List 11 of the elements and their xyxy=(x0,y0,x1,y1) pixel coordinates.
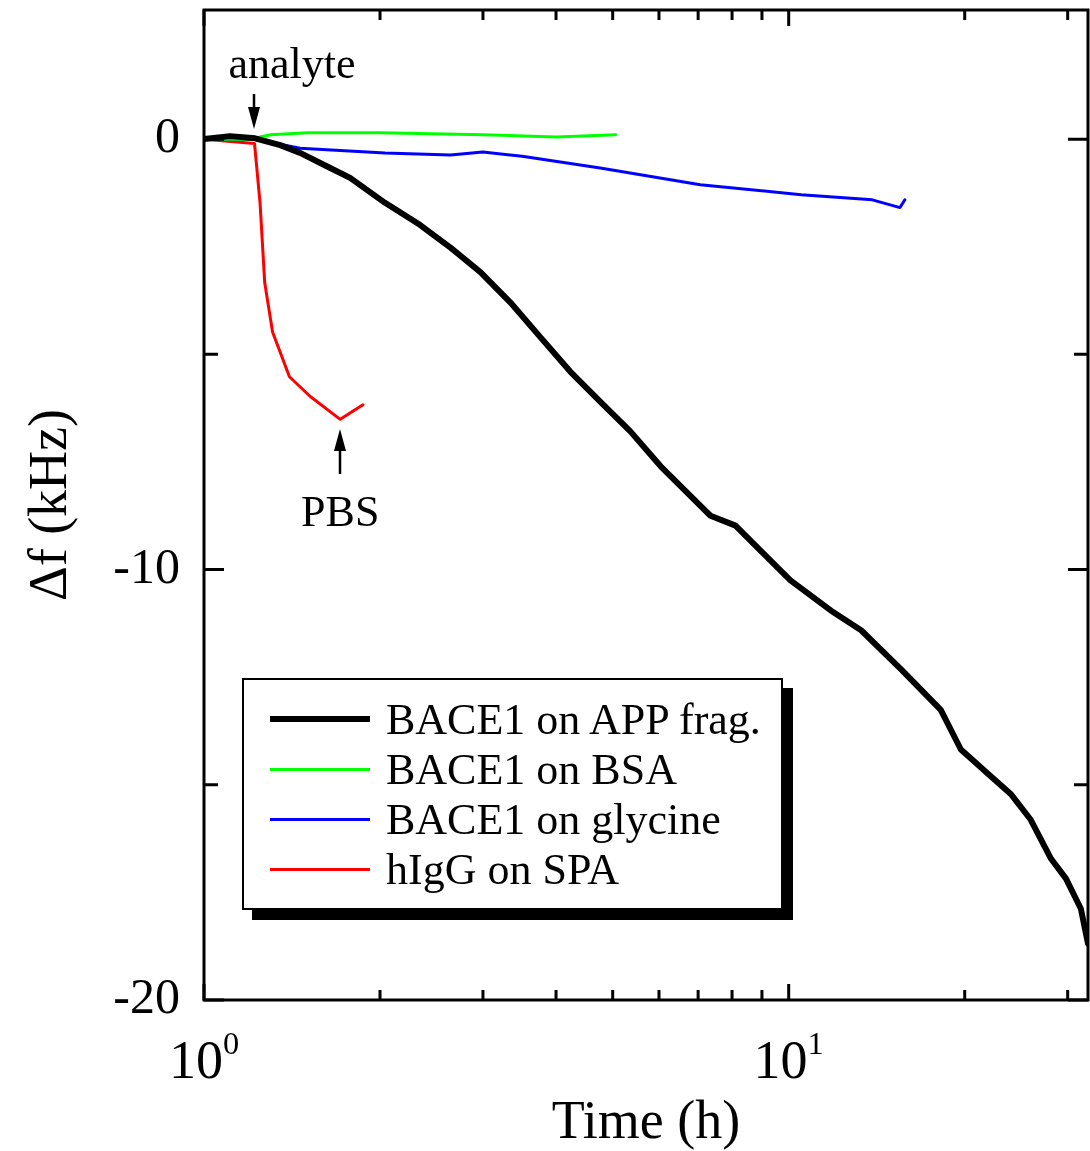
annotation: analyte xyxy=(228,39,356,89)
annotation: PBS xyxy=(301,487,380,537)
legend-label: hIgG on SPA xyxy=(386,843,620,895)
legend-label: BACE1 on glycine xyxy=(386,793,721,845)
legend-label: BACE1 on APP frag. xyxy=(386,693,761,745)
y-tick-label: 0 xyxy=(155,107,180,164)
y-tick-label: -10 xyxy=(113,537,181,594)
x-axis-title: Time (h) xyxy=(551,1090,741,1150)
y-axis-title: Δf (kHz) xyxy=(18,408,78,602)
y-tick-label: -20 xyxy=(113,968,181,1025)
legend-label: BACE1 on BSA xyxy=(386,743,677,795)
